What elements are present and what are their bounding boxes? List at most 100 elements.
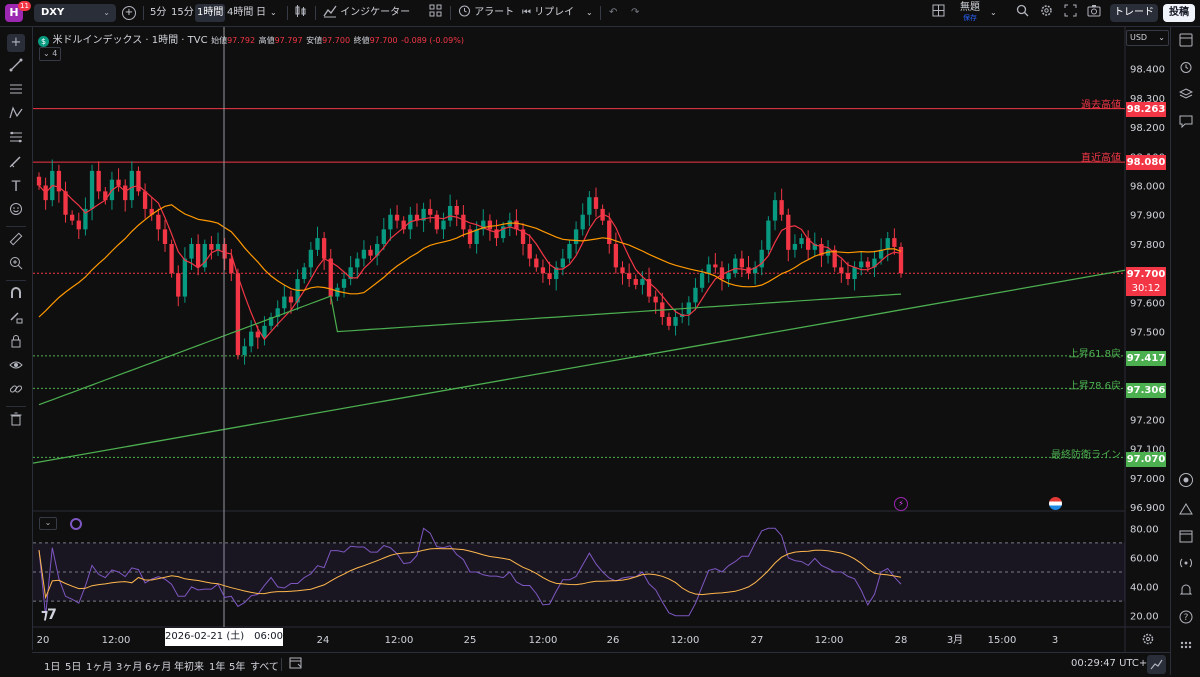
notifications-button[interactable] [1177,583,1195,601]
divider [6,226,26,227]
replay-dropdown[interactable]: ⌄ [586,4,593,22]
measure-tool[interactable] [7,232,25,250]
publish-button[interactable]: 投稿 [1163,4,1195,22]
rsi-tick-label: 80.00 [1130,524,1159,535]
candle-body [89,170,95,209]
alert-button[interactable]: アラート [458,4,514,22]
clock-display[interactable]: 00:29:47 UTC+9 [1071,658,1154,669]
candle-body [136,170,141,192]
emoji-tool[interactable] [7,202,25,220]
interval-1d[interactable]: 日 [256,7,266,18]
range-5y[interactable]: 5年 [229,662,246,673]
text-icon: T [11,179,21,195]
us-flag-icon[interactable] [1049,497,1062,510]
candle-type-button[interactable] [294,4,308,22]
widget-bar: ? [1170,27,1200,675]
brush-tool[interactable] [7,154,25,172]
chevron-down-icon: ⌄ [103,8,110,17]
replay-button[interactable]: ⏮ リプレイ [522,4,574,22]
lock-tool[interactable] [7,334,25,352]
candle-body [640,279,645,285]
ideas-button[interactable] [1177,502,1195,520]
goto-date-button[interactable] [289,656,302,672]
divider [281,658,282,671]
range-1d[interactable]: 1日 [44,662,61,673]
remove-tool[interactable] [7,412,25,430]
rsi-settings-icon[interactable] [70,518,82,530]
fib-tool[interactable] [7,130,25,148]
link-tool[interactable] [7,382,25,400]
trendline-tool[interactable] [7,58,25,76]
search-button[interactable] [1016,4,1029,22]
hide-tool[interactable] [7,358,25,376]
interval-5m[interactable]: 5分 [150,7,167,18]
level-label-recent-high: 直近高値 [1081,153,1121,164]
range-6m[interactable]: 6ヶ月 [145,662,172,673]
currency-button[interactable]: USD ⌄ [1126,30,1169,46]
layout-button[interactable] [932,4,945,22]
divider [450,6,451,20]
streams-button[interactable] [1177,556,1195,574]
candle-body [607,220,612,244]
alarm-clock-icon [1180,62,1192,73]
tradingview-logo[interactable]: ⁊7 [41,607,57,623]
more-button[interactable] [1177,640,1195,658]
candle-body [626,273,632,280]
help-button[interactable]: ? [1177,610,1195,628]
trade-button[interactable]: トレード [1110,4,1158,22]
lightning-icon[interactable]: ⚡ [894,497,908,511]
interval-dropdown[interactable]: ⌄ [270,4,277,22]
notification-badge: 11 [18,1,31,11]
watchlist-button[interactable] [1177,33,1195,51]
crosshair-tool[interactable]: + [7,34,25,52]
redo-button[interactable]: ↷ [631,4,639,22]
undo-button[interactable]: ↶ [609,4,617,22]
range-5d[interactable]: 5日 [65,662,82,673]
fullscreen-button[interactable] [1064,4,1077,22]
indicators-button[interactable]: インジケーター [323,4,410,22]
magnet-tool[interactable] [7,286,25,304]
interval-4h[interactable]: 4時間 [227,7,254,18]
add-symbol-button[interactable]: + [121,4,137,22]
rsi-collapse-button[interactable]: ⌄ [39,517,57,530]
time-tick-label: 24 [317,635,330,646]
alerts-panel-button[interactable] [1177,60,1195,78]
chart-mode-button[interactable] [1147,655,1166,674]
zoom-tool[interactable] [7,256,25,274]
calendar-button[interactable] [1177,529,1195,547]
layout-dropdown[interactable]: ⌄ [990,4,997,22]
interval-1h[interactable]: 1時間 [195,4,226,22]
candle-body [580,214,585,230]
templates-button[interactable] [429,4,442,22]
text-tool[interactable]: T [7,178,25,196]
horizontal-lines-tool[interactable] [7,82,25,100]
camera-icon [1087,5,1101,17]
object-tree-button[interactable] [1177,87,1195,105]
crosshair-icon: + [10,35,22,50]
candle-body [142,191,148,209]
chart-canvas[interactable]: 98.40098.30098.20098.10098.00097.90097.8… [33,27,1170,652]
range-ytd[interactable]: 年初来 [174,662,204,673]
replay-icon: ⏮ [522,7,531,18]
pattern-tool[interactable] [7,106,25,124]
stay-drawing-tool[interactable] [7,310,25,328]
chart-area[interactable]: 98.40098.30098.20098.10098.00097.90097.8… [33,27,1170,652]
indicators-collapse-button[interactable]: ⌄ 4 [39,47,62,61]
candle-body [268,317,274,326]
interval-15m[interactable]: 15分 [171,7,194,18]
range-1y[interactable]: 1年 [209,662,226,673]
lock-icon [11,335,21,348]
snapshot-button[interactable] [1087,4,1101,22]
axis-settings-button[interactable] [1141,632,1155,646]
range-3m[interactable]: 3ヶ月 [116,662,143,673]
chat-button[interactable] [1177,114,1195,132]
data-window-button[interactable] [1177,472,1195,490]
time-tick-label: 28 [895,635,908,646]
symbol-search[interactable]: DXY ⌄ [34,4,116,22]
settings-button[interactable] [1040,4,1053,22]
candle-body [885,238,890,250]
range-1m[interactable]: 1ヶ月 [86,662,113,673]
layout-name[interactable]: 無題 保存 [958,2,982,23]
range-all[interactable]: すべて [250,662,279,673]
symbol-title[interactable]: 米ドルインデックス · 1時間 · TVC [52,35,208,46]
